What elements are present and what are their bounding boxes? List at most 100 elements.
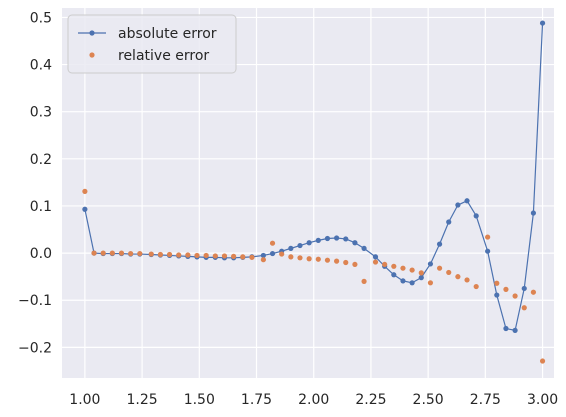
series-1 (82, 188, 546, 364)
data-point (221, 253, 228, 259)
data-point (521, 305, 527, 311)
x-tick-label: 2.25 (355, 392, 386, 408)
data-point (185, 252, 191, 258)
data-point (427, 261, 434, 267)
data-point (512, 327, 518, 333)
series-layer (82, 20, 546, 364)
x-tick-label: 3.00 (527, 392, 558, 408)
data-point (372, 254, 379, 260)
data-point (166, 251, 173, 258)
x-tick-label: 2.75 (470, 392, 501, 408)
data-point (400, 265, 406, 271)
data-point (240, 254, 246, 260)
legend-box (67, 14, 237, 74)
y-tick-label: −0.1 (18, 293, 52, 309)
data-point (306, 256, 312, 262)
data-point (260, 257, 266, 263)
legend-marker-swatch (89, 52, 95, 58)
x-tick-label: 2.00 (298, 392, 329, 408)
data-point (372, 259, 379, 265)
data-point (464, 277, 470, 283)
data-point (212, 253, 218, 259)
data-point (494, 280, 500, 286)
data-point (539, 20, 546, 26)
y-tick-label: 0.3 (30, 105, 52, 121)
legend: absolute error relative error (67, 14, 237, 74)
data-point (494, 292, 500, 298)
data-point (297, 255, 303, 261)
data-point (473, 283, 479, 290)
data-point (521, 285, 527, 292)
data-point (539, 358, 546, 364)
data-point (455, 274, 461, 280)
data-point (352, 240, 358, 246)
data-point (334, 258, 340, 264)
data-point (324, 235, 331, 242)
data-point (269, 240, 276, 246)
y-tick-label: 0.0 (30, 246, 52, 262)
data-point (231, 253, 237, 259)
data-point (118, 250, 125, 256)
data-point (128, 250, 134, 257)
data-point (194, 252, 200, 259)
data-point (436, 265, 443, 271)
data-point (306, 240, 312, 246)
data-point (91, 250, 97, 256)
x-tick-label: 1.50 (184, 392, 215, 408)
data-point (455, 202, 461, 208)
x-axis-tick-labels: 1.00 1.25 1.50 1.75 2.00 2.25 2.50 2.75 3.00 (69, 392, 558, 408)
data-point (352, 261, 358, 268)
data-point (361, 245, 367, 251)
x-tick-label: 1.00 (69, 392, 100, 408)
data-point (391, 263, 397, 269)
y-tick-label: 0.2 (30, 152, 52, 168)
x-tick-label: 1.25 (127, 392, 158, 408)
data-point (409, 280, 415, 286)
data-point (530, 210, 537, 216)
data-point (288, 254, 294, 260)
data-point (269, 250, 276, 257)
data-point (427, 280, 434, 286)
data-point (109, 250, 115, 256)
data-point (343, 259, 349, 266)
data-point (100, 250, 106, 256)
data-point (203, 252, 209, 259)
data-point (485, 234, 491, 240)
data-point (148, 251, 154, 257)
y-tick-label: 0.5 (30, 10, 52, 26)
data-point (82, 206, 88, 212)
data-point (400, 278, 406, 284)
data-point (334, 235, 340, 241)
x-tick-label: 2.50 (413, 392, 444, 408)
data-point (418, 275, 424, 281)
data-point (382, 261, 388, 268)
y-tick-label: 0.4 (30, 58, 52, 74)
legend-label: relative error (118, 48, 209, 64)
data-point (82, 188, 88, 194)
data-point (315, 256, 321, 262)
data-point (503, 286, 509, 292)
data-point (464, 198, 470, 204)
x-tick-label: 1.75 (241, 392, 272, 408)
data-point (249, 254, 255, 260)
data-point (485, 248, 491, 254)
data-point (418, 270, 424, 276)
data-point (279, 251, 285, 257)
legend-label: absolute error (118, 26, 217, 42)
legend-entry: absolute error (78, 26, 217, 42)
data-point (512, 293, 518, 299)
data-point (343, 236, 349, 242)
data-point (530, 289, 537, 295)
data-point (288, 245, 294, 251)
data-point (391, 272, 397, 278)
data-point (446, 269, 452, 276)
y-tick-label: 0.1 (30, 199, 52, 215)
data-point (137, 250, 143, 257)
data-point (315, 237, 321, 243)
legend-entry: relative error (89, 48, 209, 64)
data-point (260, 252, 266, 259)
data-point (409, 267, 415, 273)
y-axis-tick-labels: −0.2 −0.1 0.0 0.1 0.2 0.3 0.4 0.5 (18, 10, 52, 356)
data-point (503, 325, 509, 332)
